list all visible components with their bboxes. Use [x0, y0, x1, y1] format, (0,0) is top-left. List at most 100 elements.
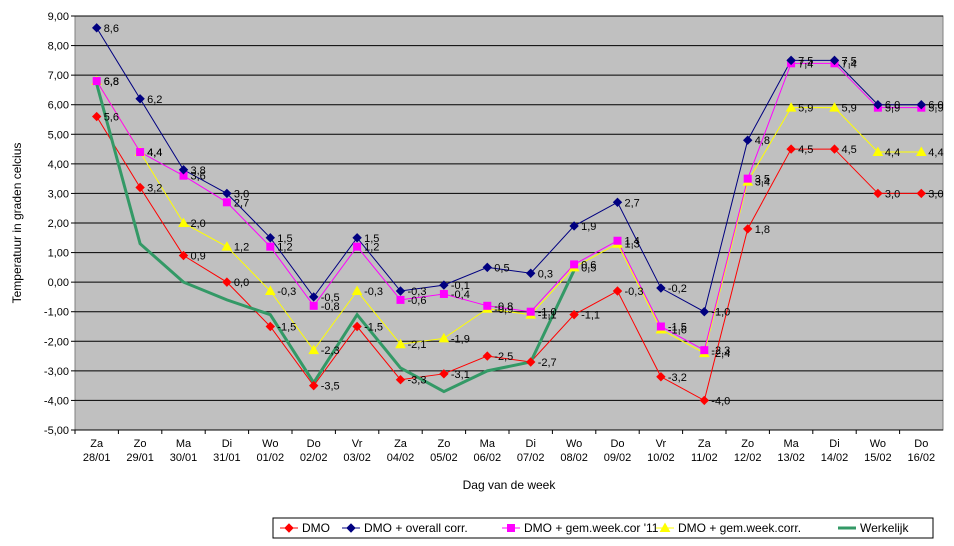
data-label: 3,0 — [928, 188, 943, 200]
x-tick-date: 28/01 — [83, 452, 111, 464]
x-tick-date: 11/02 — [691, 452, 718, 464]
data-label: 4,4 — [147, 147, 162, 159]
legend: DMO DMO + overall corr. DMO + gem.week.cor… — [272, 517, 934, 539]
data-label: -0,3 — [408, 286, 427, 298]
data-point-marker — [346, 523, 356, 533]
data-point-marker — [786, 144, 796, 154]
legend-label: Werkelijk — [860, 521, 909, 535]
x-tick-date: 03/02 — [343, 452, 371, 464]
data-label: -3,5 — [321, 381, 340, 393]
data-label: 8,6 — [104, 23, 119, 35]
x-tick-date: 30/01 — [170, 452, 198, 464]
x-tick-date: 02/02 — [300, 452, 328, 464]
x-tick-date: 15/02 — [864, 452, 892, 464]
data-point-marker — [308, 344, 320, 355]
data-label: 3,8 — [191, 165, 206, 177]
data-point-marker — [309, 301, 318, 310]
x-tick-date: 31/01 — [213, 452, 241, 464]
data-label: 4,5 — [842, 144, 857, 156]
data-label: 6,8 — [104, 76, 119, 88]
data-labels: 6,8 4,4 2,0 1,2 -0,3 -2,3 -0,3 -2,1 -1,9 -0,9 -1,1… — [104, 23, 944, 408]
data-label: 0,5 — [581, 262, 596, 274]
data-label: -2,5 — [494, 351, 513, 363]
y-tick-label: 9,00 — [48, 11, 69, 23]
data-point-marker — [742, 135, 753, 145]
data-label: 2,0 — [191, 218, 206, 230]
data-label: 3,0 — [885, 188, 900, 200]
y-tick-label: 2,00 — [48, 218, 69, 230]
data-label: -1,1 — [538, 310, 557, 322]
x-tick-day: Za — [698, 438, 712, 450]
data-label: 7,4 — [798, 58, 813, 70]
data-point-marker — [612, 286, 623, 296]
data-label: 1,2 — [364, 242, 379, 254]
data-point-marker — [873, 100, 883, 110]
data-point-marker — [872, 146, 884, 157]
data-point-marker — [699, 307, 710, 317]
data-point-marker — [656, 372, 666, 382]
data-point-marker — [916, 188, 927, 199]
x-tick-day: Ma — [176, 438, 192, 450]
data-point-marker — [829, 102, 840, 112]
data-label: 0,0 — [234, 277, 249, 289]
y-tick-label: -3,00 — [44, 366, 69, 378]
y-tick-label: 3,00 — [48, 188, 69, 200]
x-tick-day: Za — [90, 438, 104, 450]
data-label: -0,8 — [321, 301, 340, 313]
data-label: 1,8 — [755, 224, 770, 236]
x-axis-ticks: Za 28/01 Zo 29/01 Ma 30/01 Di 31/01 Wo 01/02 Do 02/… — [74, 430, 936, 464]
data-label: 4,5 — [798, 144, 813, 156]
data-point-marker — [395, 286, 406, 296]
data-label: -0,8 — [494, 301, 513, 313]
data-point-marker — [266, 242, 275, 251]
legend-label: DMO — [302, 521, 330, 535]
x-tick-day: Wo — [870, 438, 886, 450]
x-tick-date: 06/02 — [474, 452, 502, 464]
y-tick-label: 7,00 — [48, 70, 69, 82]
data-point-marker — [308, 380, 319, 391]
data-point-marker — [438, 332, 450, 343]
y-tick-label: -1,00 — [44, 307, 69, 319]
x-tick-date: 13/02 — [777, 452, 805, 464]
data-label: -0,3 — [625, 286, 644, 298]
x-tick-date: 07/02 — [517, 452, 545, 464]
x-tick-day: Ma — [480, 438, 496, 450]
data-point-marker — [525, 268, 536, 278]
data-label: 3,4 — [755, 177, 770, 189]
x-tick-day: Vr — [352, 438, 363, 450]
data-point-marker — [135, 94, 145, 104]
series-line — [95, 83, 576, 394]
data-point-marker — [221, 241, 233, 251]
x-tick-date: 29/01 — [126, 452, 154, 464]
data-label: 1,5 — [364, 233, 379, 245]
data-point-marker — [569, 221, 579, 231]
data-label: 3,6 — [191, 171, 206, 183]
y-axis-ticks: -5,00 -4,00 -3,00 -2,00 -1,00 0,00 1,00 2,00 3,0… — [44, 11, 75, 437]
x-tick-day: Do — [307, 438, 321, 450]
data-point-marker — [507, 524, 515, 532]
y-tick-label: 8,00 — [48, 41, 69, 53]
data-point-marker — [483, 301, 492, 310]
data-label: 5,9 — [885, 103, 900, 115]
x-tick-day: Zo — [437, 438, 450, 450]
data-label: 0,5 — [494, 262, 509, 274]
x-tick-date: 16/02 — [908, 452, 936, 464]
data-label: -0,3 — [364, 286, 383, 298]
y-tick-label: -5,00 — [44, 425, 69, 437]
series-line — [96, 62, 922, 351]
x-tick-date: 08/02 — [560, 452, 588, 464]
data-label: 5,9 — [842, 103, 857, 115]
data-label: 4,4 — [885, 147, 900, 159]
data-point-marker — [284, 523, 294, 533]
y-tick-label: 4,00 — [48, 159, 69, 171]
data-label: 1,2 — [234, 242, 249, 254]
data-label: 7,5 — [798, 55, 813, 67]
data-point-marker — [439, 289, 448, 298]
data-point-marker — [699, 395, 710, 406]
x-tick-day: Di — [222, 438, 232, 450]
data-point-marker — [656, 283, 666, 293]
data-label: -0,6 — [408, 295, 427, 307]
x-tick-date: 04/02 — [387, 452, 415, 464]
data-point-marker — [395, 338, 406, 349]
